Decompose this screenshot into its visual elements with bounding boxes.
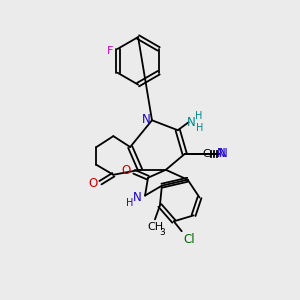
- Text: H: H: [125, 199, 133, 208]
- Text: Cl: Cl: [184, 233, 195, 246]
- Text: 3: 3: [159, 228, 165, 237]
- Text: N: N: [133, 191, 142, 204]
- Text: O: O: [122, 164, 131, 177]
- Text: CH: CH: [147, 222, 163, 232]
- Text: O: O: [88, 177, 97, 190]
- Text: F: F: [106, 46, 113, 56]
- Text: N: N: [187, 116, 196, 129]
- Text: C: C: [202, 149, 210, 159]
- Text: N: N: [142, 113, 150, 126]
- Text: N: N: [217, 148, 226, 160]
- Text: H: H: [195, 111, 202, 121]
- Text: H: H: [196, 123, 203, 133]
- Text: N: N: [219, 148, 228, 160]
